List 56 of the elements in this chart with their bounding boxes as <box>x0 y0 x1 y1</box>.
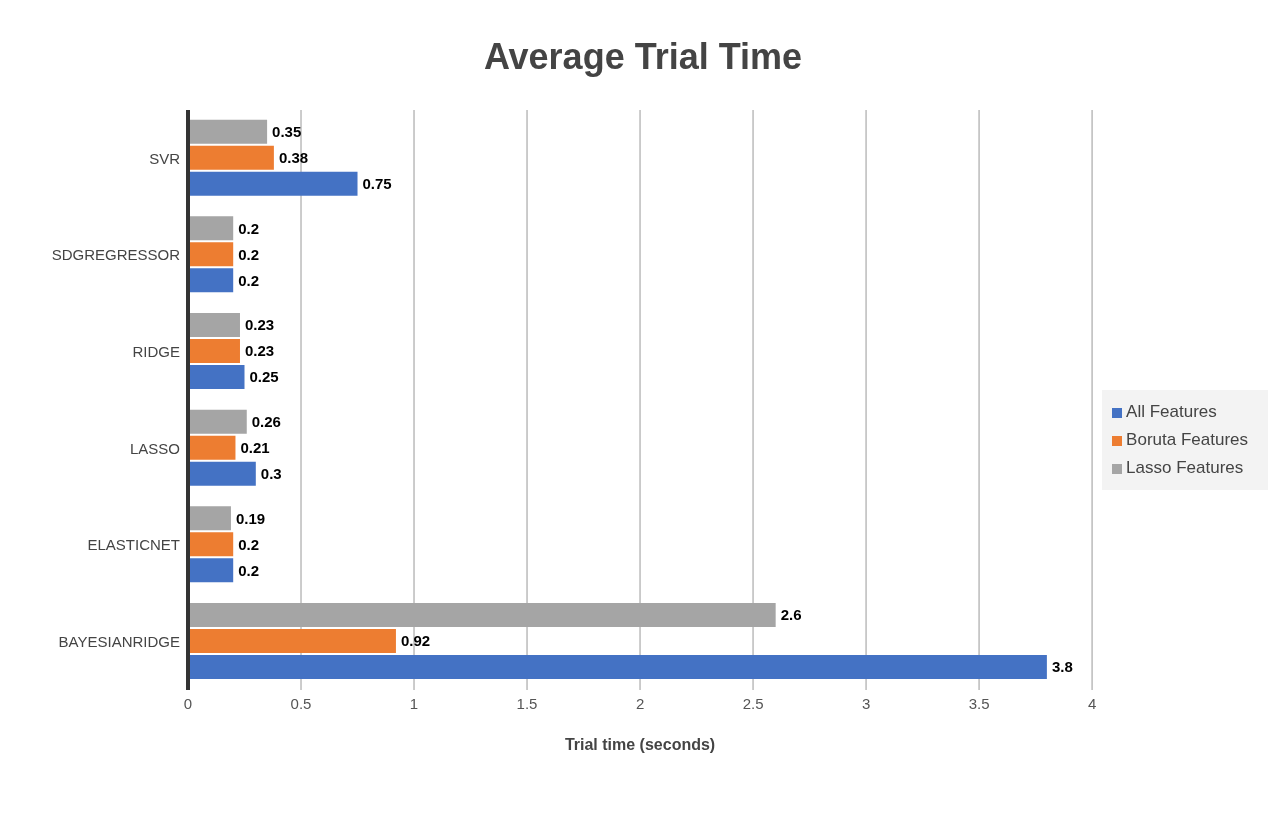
data-label: 0.26 <box>251 412 281 430</box>
x-tick-label: 2 <box>635 694 645 712</box>
data-label: 0.19 <box>235 509 266 527</box>
y-tick-label: ELASTICNET <box>87 536 180 554</box>
bar <box>188 506 231 531</box>
y-tick-label: SDGREGRESSOR <box>51 246 181 264</box>
bar <box>188 655 1047 679</box>
bar <box>188 268 234 293</box>
legend-label: Boruta Features <box>1126 430 1248 449</box>
data-label: 0.3 <box>260 464 282 482</box>
bar <box>188 461 256 486</box>
x-tick-label: 4 <box>1087 694 1097 712</box>
bar <box>188 629 396 653</box>
bar <box>188 119 268 144</box>
bar <box>188 435 236 460</box>
y-tick-label: SVR <box>149 149 181 167</box>
x-tick-label: 3 <box>861 694 871 712</box>
bar <box>188 171 358 196</box>
bar <box>188 603 776 627</box>
x-tick-label: 3.5 <box>968 694 990 712</box>
legend-label: Lasso Features <box>1126 458 1244 477</box>
y-tick-label: RIDGE <box>132 342 180 360</box>
legend-label: All Features <box>1126 402 1217 421</box>
data-label: 0.2 <box>238 561 260 579</box>
x-axis-title: Trial time (seconds) <box>564 736 716 753</box>
bar <box>188 558 234 583</box>
data-label: 3.8 <box>1051 658 1073 676</box>
x-tick-label: 0.5 <box>290 694 312 712</box>
bar <box>188 216 234 241</box>
x-tick-label: 0 <box>183 694 193 712</box>
data-label: 0.2 <box>238 219 260 237</box>
bar <box>188 409 247 434</box>
data-label: 0.23 <box>244 316 275 334</box>
data-label: 2.6 <box>780 606 802 624</box>
bar <box>188 532 234 557</box>
data-label: 0.75 <box>362 174 392 192</box>
data-label: 0.2 <box>238 535 260 553</box>
data-label: 0.38 <box>278 148 309 166</box>
bar <box>188 242 234 267</box>
bar <box>188 145 274 170</box>
chart-title: Average Trial Time <box>482 35 804 79</box>
x-tick-label: 1.5 <box>516 694 538 712</box>
data-label: 0.2 <box>238 271 260 289</box>
bar <box>188 365 245 389</box>
data-label: 0.92 <box>400 632 431 650</box>
bar <box>188 313 240 337</box>
bar <box>188 339 240 363</box>
data-label: 0.25 <box>249 368 279 386</box>
x-tick-label: 1 <box>409 694 419 712</box>
x-tick-label: 2.5 <box>742 694 764 712</box>
data-label: 0.2 <box>238 245 260 263</box>
y-tick-label: LASSO <box>129 439 180 457</box>
data-label: 0.35 <box>272 122 302 140</box>
data-label: 0.23 <box>244 342 275 360</box>
data-label: 0.21 <box>240 438 270 456</box>
y-tick-label: BAYESIANRIDGE <box>58 632 180 650</box>
